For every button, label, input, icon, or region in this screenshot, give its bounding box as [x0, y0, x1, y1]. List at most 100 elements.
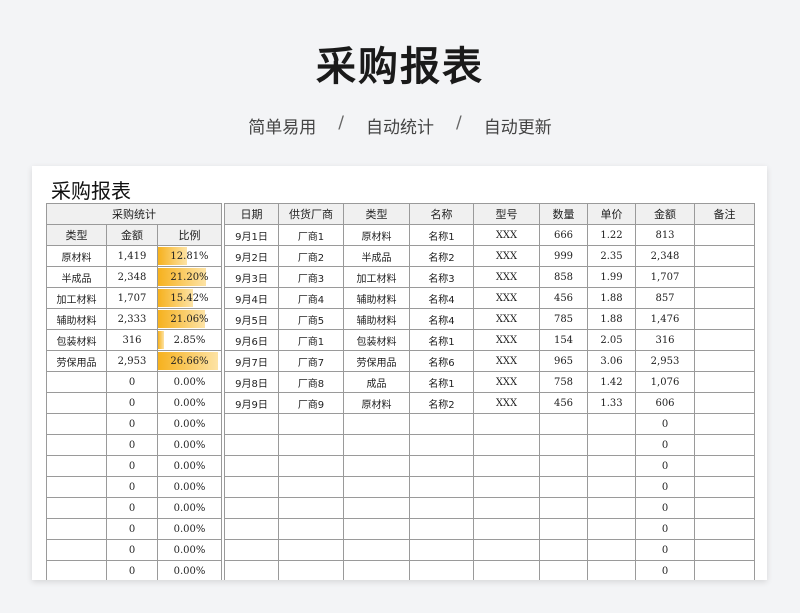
- detail-cell-type[interactable]: [343, 476, 410, 498]
- detail-cell-unit-price[interactable]: 1.33: [587, 392, 636, 414]
- detail-cell-name[interactable]: [409, 497, 474, 519]
- detail-cell-remark[interactable]: [694, 266, 755, 288]
- detail-cell-unit-price[interactable]: [587, 497, 636, 519]
- summary-cell-type[interactable]: [46, 497, 107, 519]
- detail-cell-date[interactable]: 9月6日: [224, 329, 279, 351]
- detail-cell-amount[interactable]: 1,076: [635, 371, 695, 393]
- detail-cell-unit-price[interactable]: 1.99: [587, 266, 636, 288]
- summary-cell-type[interactable]: 加工材料: [46, 287, 107, 309]
- detail-cell-model[interactable]: XXX: [473, 287, 540, 309]
- detail-cell-amount[interactable]: 0: [635, 455, 695, 477]
- detail-cell-remark[interactable]: [694, 539, 755, 561]
- detail-cell-supplier[interactable]: 厂商3: [278, 266, 344, 288]
- detail-cell-type[interactable]: 半成品: [343, 245, 410, 267]
- detail-cell-remark[interactable]: [694, 392, 755, 414]
- detail-cell-amount[interactable]: 2,348: [635, 245, 695, 267]
- detail-cell-model[interactable]: XXX: [473, 350, 540, 372]
- summary-cell-amount[interactable]: 2,348: [106, 266, 158, 288]
- detail-cell-quantity[interactable]: 858: [539, 266, 588, 288]
- detail-cell-supplier[interactable]: [278, 539, 344, 561]
- detail-cell-unit-price[interactable]: 3.06: [587, 350, 636, 372]
- detail-cell-supplier[interactable]: [278, 476, 344, 498]
- detail-cell-quantity[interactable]: [539, 434, 588, 456]
- detail-cell-date[interactable]: 9月8日: [224, 371, 279, 393]
- detail-cell-remark[interactable]: [694, 287, 755, 309]
- detail-cell-quantity[interactable]: 456: [539, 287, 588, 309]
- detail-cell-type[interactable]: 辅助材料: [343, 287, 410, 309]
- detail-cell-unit-price[interactable]: 2.35: [587, 245, 636, 267]
- detail-cell-model[interactable]: XXX: [473, 266, 540, 288]
- detail-cell-remark[interactable]: [694, 371, 755, 393]
- detail-cell-remark[interactable]: [694, 329, 755, 351]
- detail-cell-remark[interactable]: [694, 434, 755, 456]
- detail-cell-model[interactable]: XXX: [473, 245, 540, 267]
- detail-cell-date[interactable]: 9月3日: [224, 266, 279, 288]
- detail-cell-supplier[interactable]: [278, 497, 344, 519]
- summary-cell-amount[interactable]: 0: [106, 560, 158, 580]
- detail-cell-supplier[interactable]: 厂商5: [278, 308, 344, 330]
- summary-cell-type[interactable]: [46, 560, 107, 580]
- detail-cell-model[interactable]: [473, 497, 540, 519]
- summary-cell-amount[interactable]: 0: [106, 371, 158, 393]
- detail-cell-unit-price[interactable]: 1.22: [587, 224, 636, 246]
- detail-cell-quantity[interactable]: 999: [539, 245, 588, 267]
- detail-cell-supplier[interactable]: [278, 434, 344, 456]
- detail-cell-unit-price[interactable]: [587, 518, 636, 540]
- detail-cell-quantity[interactable]: 154: [539, 329, 588, 351]
- summary-cell-ratio[interactable]: 12.81%: [157, 245, 222, 267]
- detail-cell-date[interactable]: [224, 413, 279, 435]
- detail-cell-type[interactable]: [343, 518, 410, 540]
- detail-cell-amount[interactable]: 813: [635, 224, 695, 246]
- summary-cell-amount[interactable]: 2,953: [106, 350, 158, 372]
- summary-cell-amount[interactable]: 0: [106, 455, 158, 477]
- detail-cell-supplier[interactable]: 厂商1: [278, 329, 344, 351]
- detail-cell-name[interactable]: 名称2: [409, 245, 474, 267]
- summary-cell-amount[interactable]: 0: [106, 434, 158, 456]
- detail-cell-type[interactable]: [343, 497, 410, 519]
- summary-cell-ratio[interactable]: 0.00%: [157, 476, 222, 498]
- detail-cell-amount[interactable]: 606: [635, 392, 695, 414]
- detail-cell-type[interactable]: 辅助材料: [343, 308, 410, 330]
- detail-cell-supplier[interactable]: [278, 455, 344, 477]
- detail-cell-amount[interactable]: 0: [635, 539, 695, 561]
- detail-cell-name[interactable]: [409, 560, 474, 580]
- detail-cell-unit-price[interactable]: [587, 476, 636, 498]
- detail-cell-name[interactable]: [409, 518, 474, 540]
- summary-cell-type[interactable]: [46, 539, 107, 561]
- detail-cell-supplier[interactable]: 厂商9: [278, 392, 344, 414]
- detail-cell-supplier[interactable]: 厂商8: [278, 371, 344, 393]
- detail-cell-supplier[interactable]: 厂商2: [278, 245, 344, 267]
- detail-cell-unit-price[interactable]: [587, 539, 636, 561]
- detail-cell-quantity[interactable]: 456: [539, 392, 588, 414]
- summary-cell-ratio[interactable]: 0.00%: [157, 434, 222, 456]
- detail-cell-remark[interactable]: [694, 518, 755, 540]
- detail-cell-remark[interactable]: [694, 455, 755, 477]
- detail-cell-type[interactable]: 加工材料: [343, 266, 410, 288]
- detail-cell-name[interactable]: 名称6: [409, 350, 474, 372]
- detail-cell-remark[interactable]: [694, 413, 755, 435]
- detail-cell-date[interactable]: [224, 434, 279, 456]
- detail-cell-name[interactable]: 名称1: [409, 224, 474, 246]
- detail-cell-amount[interactable]: 2,953: [635, 350, 695, 372]
- detail-cell-model[interactable]: XXX: [473, 224, 540, 246]
- summary-cell-ratio[interactable]: 0.00%: [157, 371, 222, 393]
- detail-cell-supplier[interactable]: 厂商7: [278, 350, 344, 372]
- detail-cell-type[interactable]: 原材料: [343, 224, 410, 246]
- summary-cell-type[interactable]: 原材料: [46, 245, 107, 267]
- summary-cell-type[interactable]: [46, 455, 107, 477]
- summary-cell-type[interactable]: [46, 392, 107, 414]
- summary-cell-amount[interactable]: 316: [106, 329, 158, 351]
- detail-cell-unit-price[interactable]: [587, 560, 636, 580]
- detail-cell-unit-price[interactable]: [587, 455, 636, 477]
- detail-cell-quantity[interactable]: [539, 497, 588, 519]
- detail-cell-type[interactable]: [343, 539, 410, 561]
- detail-cell-supplier[interactable]: [278, 518, 344, 540]
- detail-cell-remark[interactable]: [694, 308, 755, 330]
- detail-cell-amount[interactable]: 0: [635, 518, 695, 540]
- detail-cell-type[interactable]: [343, 455, 410, 477]
- detail-cell-date[interactable]: [224, 560, 279, 580]
- detail-cell-model[interactable]: XXX: [473, 392, 540, 414]
- detail-cell-date[interactable]: 9月4日: [224, 287, 279, 309]
- detail-cell-amount[interactable]: 1,707: [635, 266, 695, 288]
- detail-cell-date[interactable]: 9月2日: [224, 245, 279, 267]
